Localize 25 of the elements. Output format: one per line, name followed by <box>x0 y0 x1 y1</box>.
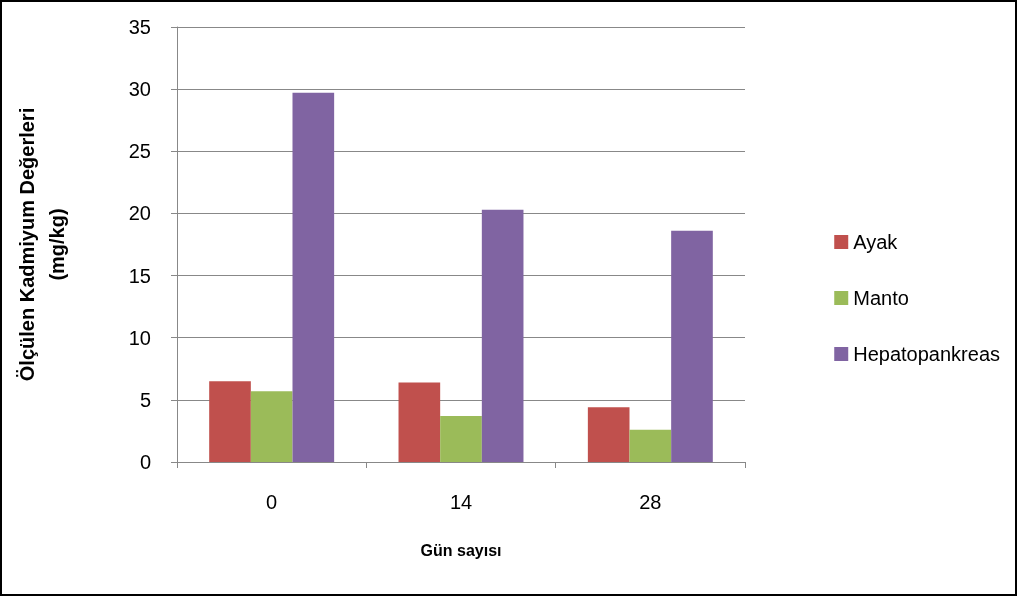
x-tick-label: 28 <box>639 491 662 513</box>
bar <box>671 230 713 462</box>
y-tick-label: 0 <box>139 451 151 473</box>
bar <box>440 416 482 462</box>
x-tick-label: 14 <box>449 491 473 513</box>
y-tick-label: 30 <box>128 78 151 101</box>
bar <box>587 407 630 462</box>
bar <box>250 391 293 462</box>
legend-label: Hepatopankreas <box>853 343 1001 365</box>
bar <box>209 381 251 462</box>
y-tick-label: 25 <box>128 140 151 163</box>
x-axis-title: Gün sayısı <box>420 541 502 559</box>
y-axis-title: Ölçülen Kadmiyum Değerleri (mg/kg) <box>16 107 68 382</box>
bar <box>629 429 672 462</box>
y-tick-label: 35 <box>128 16 151 38</box>
bar <box>398 382 441 462</box>
bar <box>292 92 335 462</box>
legend-label: Ayak <box>853 231 899 253</box>
y-tick-label: 15 <box>128 264 151 287</box>
x-tick-label: 0 <box>266 491 278 513</box>
y-tick-label: 10 <box>128 326 151 349</box>
y-tick-label: 20 <box>128 202 151 225</box>
bar <box>481 209 524 462</box>
legend-label: Manto <box>853 287 909 309</box>
y-tick-label: 5 <box>139 388 151 411</box>
